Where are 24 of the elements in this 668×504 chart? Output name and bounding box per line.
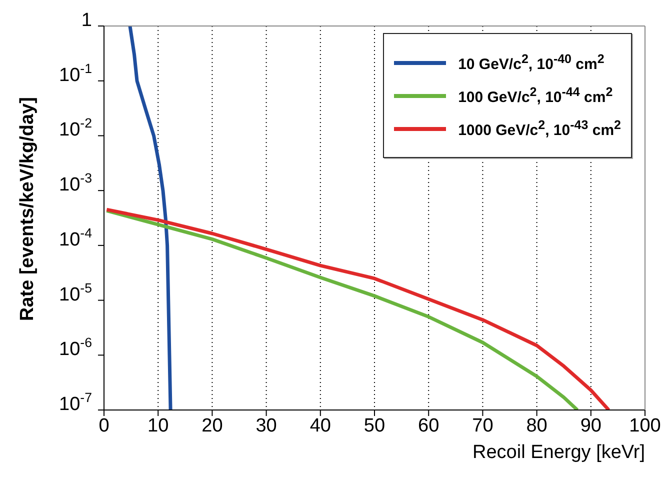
y-tick-label: 10$^{-2}$ [59, 116, 92, 141]
x-tick-label: 70 [472, 415, 494, 436]
y-tick-label: 10$^{-6}$ [59, 335, 92, 360]
y-tick-label: 10$^{-7}$ [59, 390, 92, 415]
y-tick-label: 10$^{-1}$ [59, 60, 92, 86]
x-tick-label: 10 [148, 415, 169, 436]
x-tick-label: 60 [418, 415, 440, 436]
x-tick-label: 50 [364, 415, 386, 436]
x-axis-title: Recoil Energy [keVr] [472, 442, 645, 463]
x-tick-label: 40 [310, 415, 331, 436]
x-tick-label: 20 [202, 415, 223, 436]
y-tick-label: 10$^{-3}$ [59, 170, 92, 196]
y-tick-label: 1 [81, 10, 92, 31]
legend-label: 100 GeV/c$^{2}$, 10$^{-44}$ cm$^{2}$ [458, 85, 613, 106]
x-tick-label: 100 [629, 415, 661, 436]
legend-label: 1000 GeV/c$^{2}$, 10$^{-43}$ cm$^{2}$ [458, 118, 621, 139]
x-tick-label: 90 [580, 415, 602, 436]
y-axis-title: Rate [events/keV/kg/day] [17, 97, 39, 321]
legend-label: 10 GeV/c$^{2}$, 10$^{-40}$ cm$^{2}$ [458, 52, 604, 73]
y-tick-label: 10$^{-5}$ [59, 280, 92, 306]
x-tick-label: 80 [526, 415, 548, 436]
x-tick-label: 30 [256, 415, 277, 436]
y-tick-label: 10$^{-4}$ [59, 225, 92, 250]
x-tick-label: 0 [98, 415, 110, 436]
